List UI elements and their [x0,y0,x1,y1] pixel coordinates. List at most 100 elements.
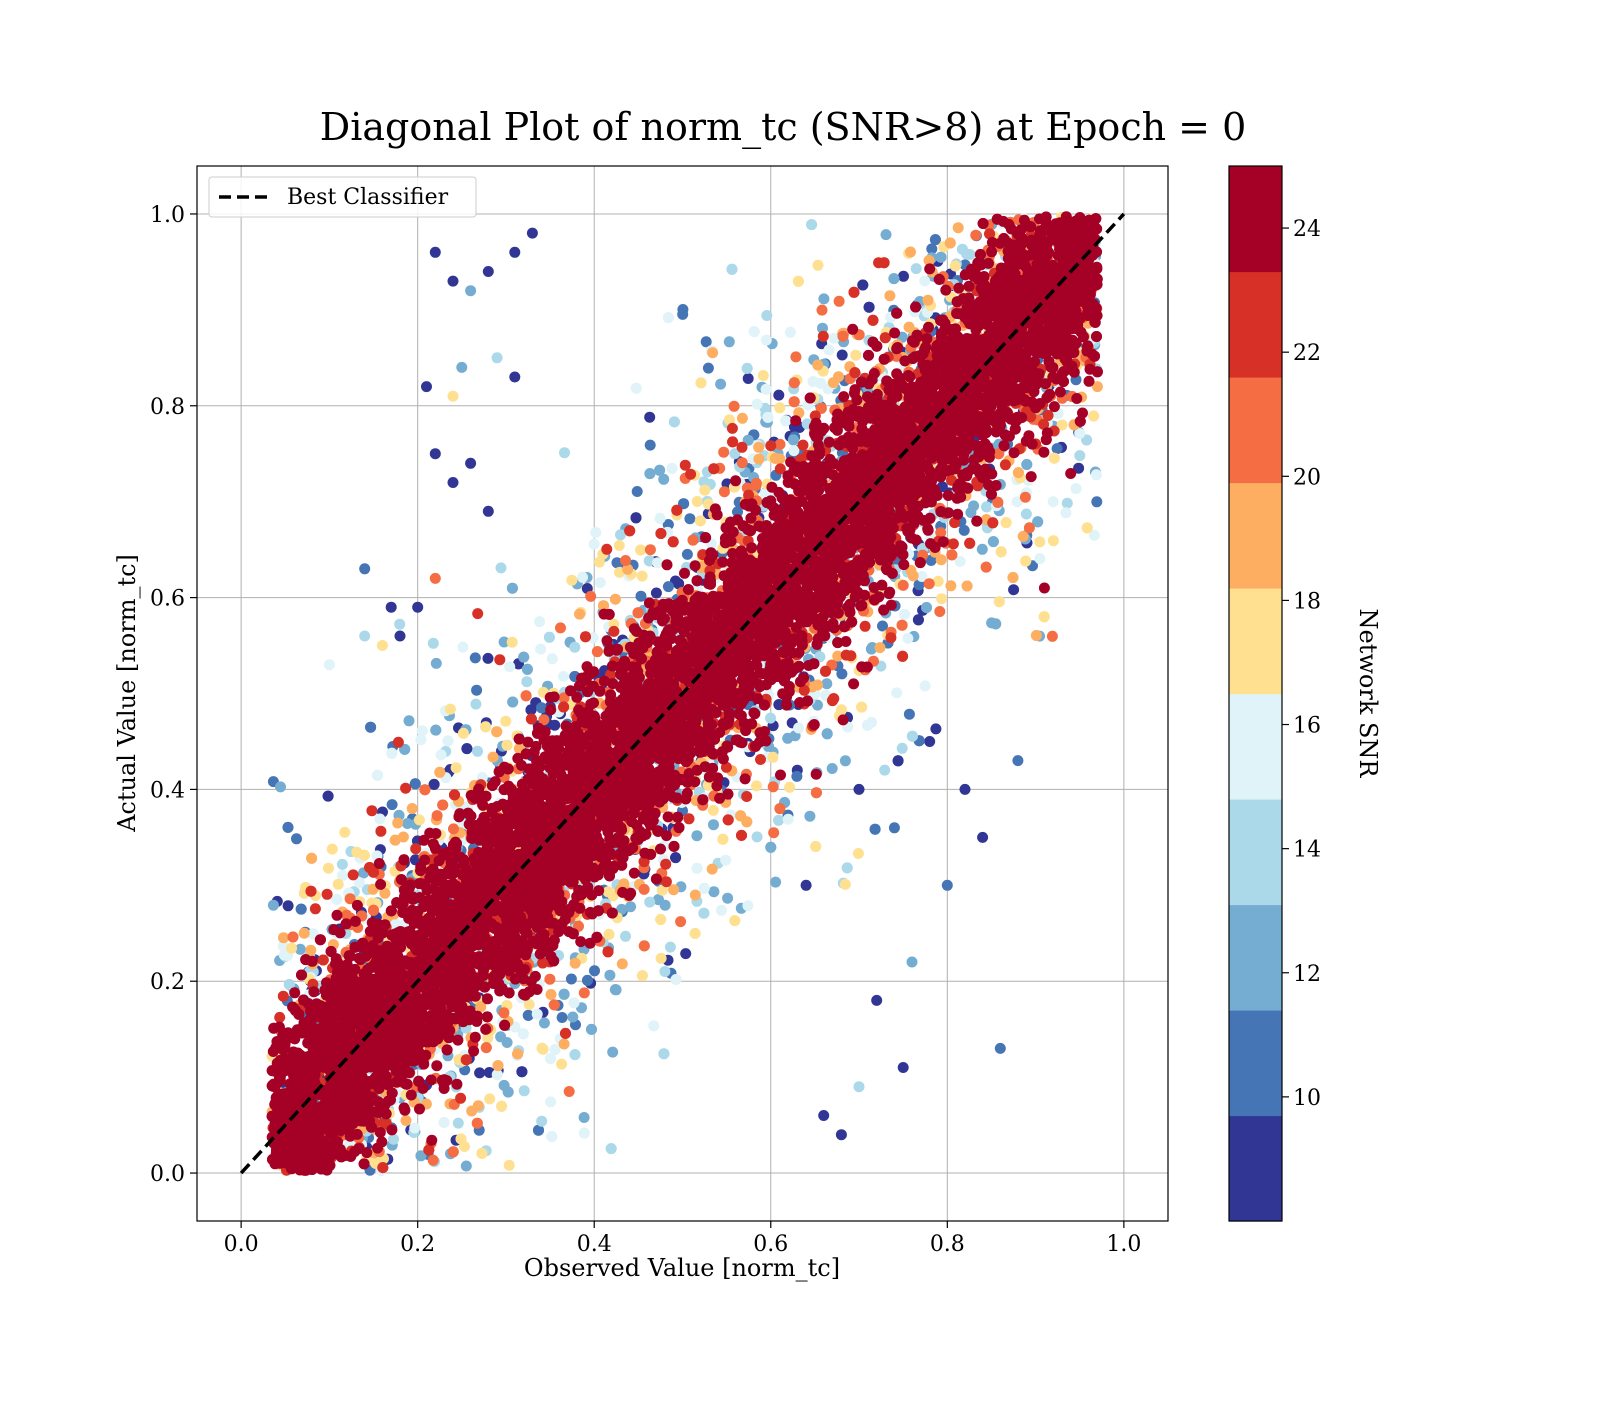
data-point [555,622,566,633]
data-point [461,743,472,754]
data-point [430,573,441,584]
data-point [569,997,580,1008]
data-point [907,957,918,968]
data-point [936,252,947,263]
data-point [753,454,764,465]
data-point [368,905,379,916]
data-point [466,1106,477,1117]
data-point [434,767,445,778]
data-point [659,966,670,977]
data-point [864,302,875,313]
data-point [644,468,655,479]
data-point [431,658,442,669]
data-point [544,974,555,985]
data-point [817,305,828,316]
data-point [682,549,693,560]
data-point [327,844,338,855]
data-point [675,916,686,927]
data-point [305,945,316,956]
data-point [546,1131,557,1142]
data-point [496,562,507,573]
data-point [783,814,794,825]
data-point [663,312,674,323]
data-point [1082,522,1093,533]
data-point [899,609,910,620]
data-point [755,754,766,765]
data-point [761,384,772,395]
data-point [707,864,718,875]
data-point [465,458,476,469]
data-point [987,517,998,528]
data-point [504,1160,515,1171]
data-point [604,970,615,981]
data-point [494,654,505,665]
data-point [834,296,845,307]
data-point [977,832,988,843]
data-point [372,770,383,781]
data-point [268,900,279,911]
data-point [545,1053,556,1064]
data-point [644,897,655,908]
data-point [430,247,441,258]
data-point [323,863,334,874]
data-point [871,995,882,1006]
data-point [538,1044,549,1055]
data-point [470,699,481,710]
data-point [564,1086,575,1097]
data-point [570,958,581,969]
data-point [684,513,695,524]
data-point [306,886,317,897]
data-point [545,1096,556,1107]
data-point [648,1020,659,1031]
data-point [758,370,769,381]
data-point [680,460,691,471]
data-point [727,423,738,434]
data-point [962,581,973,592]
data-point [945,580,956,591]
data-point [291,833,302,844]
data-point [590,527,601,538]
data-point [481,1042,492,1053]
data-point [677,309,688,320]
data-point [1039,611,1050,622]
data-point [652,557,663,568]
data-point [645,440,656,451]
data-point [274,1012,285,1023]
data-point [936,593,947,604]
data-point [680,948,691,959]
data-point [423,1145,434,1156]
data-point [908,570,919,581]
data-point [1091,496,1102,507]
data-point [870,824,881,835]
data-point [465,285,476,296]
data-point [655,528,666,539]
data-point [310,903,321,914]
data-point [836,1129,847,1140]
data-point [964,538,975,549]
data-point [507,583,518,594]
data-point [1048,496,1059,507]
data-point [296,904,307,915]
data-point [570,1049,581,1060]
data-point [453,1118,464,1129]
data-point [393,737,404,748]
data-point [946,549,957,560]
data-point [614,540,625,551]
data-point [761,310,772,321]
data-point [448,276,459,287]
data-point [924,736,935,747]
data-point [333,879,344,890]
data-point [421,381,432,392]
data-point [534,616,545,627]
data-point [339,827,350,838]
data-point [410,843,421,854]
data-point [722,893,733,904]
data-point [703,363,714,374]
data-point [716,905,727,916]
data-point [813,260,824,271]
data-point [737,457,748,468]
data-point [719,486,730,497]
data-point [671,974,682,985]
data-point [849,287,860,298]
data-point [804,811,815,822]
